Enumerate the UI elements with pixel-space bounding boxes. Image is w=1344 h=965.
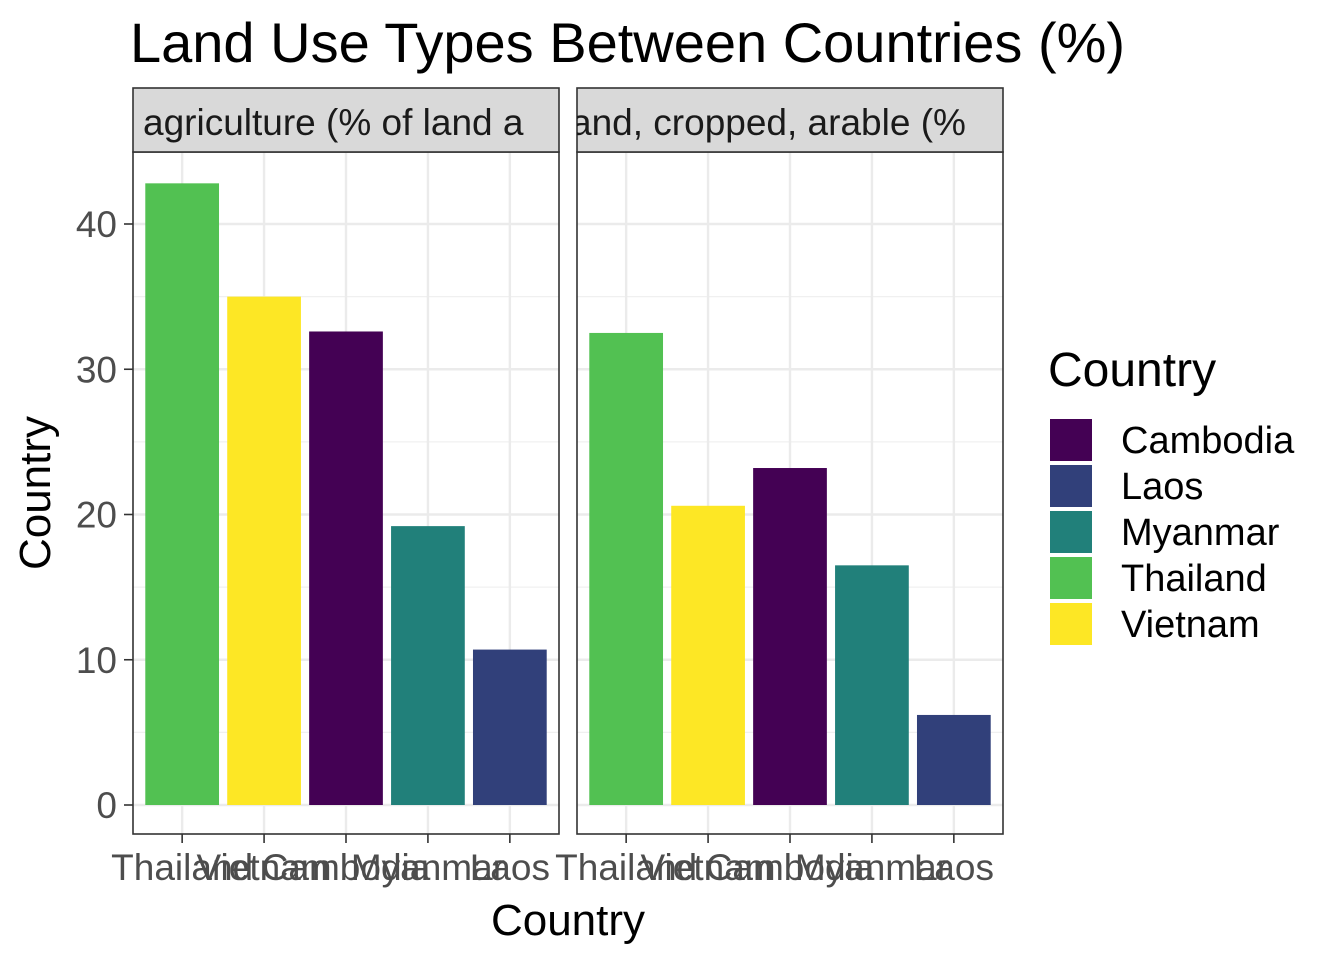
chart-title: Land Use Types Between Countries (%) [130,11,1125,74]
y-axis-title: Country [11,416,60,570]
legend-key-laos [1050,465,1092,507]
legend-label-vietnam: Vietnam [1121,604,1260,646]
x-tick-label: Laos [470,847,550,888]
bar-thailand [145,183,220,805]
legend-key-myanmar [1050,511,1092,553]
legend-label-thailand: Thailand [1121,558,1267,600]
bar-cambodia [309,331,383,805]
legend-key-cambodia [1050,419,1092,461]
facets-group: agriculture (% of land aThailandVietnamC… [76,87,1004,888]
x-tick-label: Myanmar [351,847,505,888]
x-tick-label: Thailand [111,847,253,888]
facet-panel-1: agriculture (% of land a ThailandVietnamC… [111,87,560,888]
x-tick-label: Laos [914,847,994,888]
legend-key-thailand [1050,557,1092,599]
bar-thailand [589,332,664,805]
y-tick-label: 20 [76,495,117,536]
bar-cambodia [753,468,827,805]
bar-vietnam [671,505,745,805]
x-tick-label: Thailand [555,847,697,888]
x-tick-label: Cambodia [706,847,875,888]
bar-myanmar [391,526,465,805]
facet-strip-label: agriculture (% of land a [143,102,524,143]
bar-vietnam [227,296,301,805]
bar-laos [916,714,991,805]
facet-strip [576,87,1004,153]
y-tick-label: 10 [76,640,117,681]
x-tick-label: Cambodia [262,847,431,888]
y-tick-label: 40 [76,204,117,245]
y-axis: 0 10 20 30 40 [76,204,133,826]
x-axis-title: Country [491,896,645,945]
legend-title: Country [1048,344,1216,397]
bar-laos [472,649,547,805]
x-tick-label: Vietnam [641,847,776,888]
legend-key-vietnam [1050,603,1092,645]
legend-label-myanmar: Myanmar [1121,512,1280,554]
x-tick-label: Myanmar [795,847,949,888]
facet-panel-2: and, cropped, arable (% ThailandVietnamCa… [555,87,1004,888]
y-tick-label: 0 [96,785,117,826]
x-tick-label: Vietnam [197,847,332,888]
facet-strip [132,87,560,153]
facet-strip-label: and, cropped, arable (% [571,102,966,143]
legend: Country CambodiaLaosMyanmarThailandVietna… [1048,344,1295,646]
legend-label-laos: Laos [1121,466,1203,508]
y-tick-label: 30 [76,349,117,390]
legend-label-cambodia: Cambodia [1121,420,1295,462]
bar-myanmar [835,565,909,805]
